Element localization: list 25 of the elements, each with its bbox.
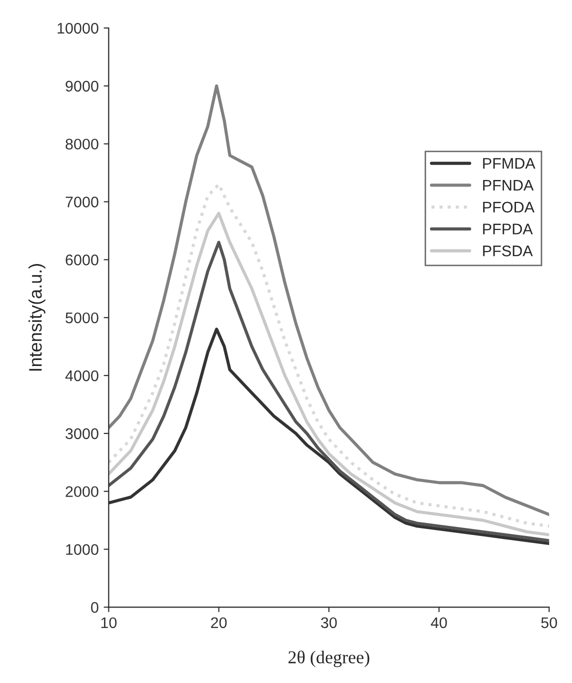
legend-label: PFNDA [483,180,534,191]
y-tick-label: 2000 [66,486,98,498]
x-tick-label: 30 [320,617,337,628]
y-tick-label: 8000 [66,138,98,150]
y-tick-label: 10000 [58,22,98,34]
x-tick-label: 10 [101,617,117,628]
x-tick-label: 50 [541,617,558,628]
x-tick-label: 20 [211,617,227,628]
x-axis-title: 2θ (degree) [288,650,370,668]
line-series [108,328,550,546]
legend-label: PFSDA [483,246,533,256]
line-series [108,84,550,516]
y-tick-label: 1000 [66,544,98,555]
x-tick-label: 40 [430,617,447,628]
legend-label: PFMDA [483,158,536,169]
y-tick-label: 6000 [66,254,98,266]
y-tick-label: 5000 [66,312,98,324]
y-tick-label: 4000 [65,370,98,382]
y-tick-label: 7000 [66,196,98,208]
y-tick-label: 9000 [66,80,98,92]
y-tick-label: 3000 [66,428,98,440]
legend-label: PFPDA [483,224,533,234]
y-axis-title: Intensity(a.u.) [28,264,46,371]
y-tick-label: 0 [91,602,98,613]
legend-label: PFODA [483,202,534,213]
